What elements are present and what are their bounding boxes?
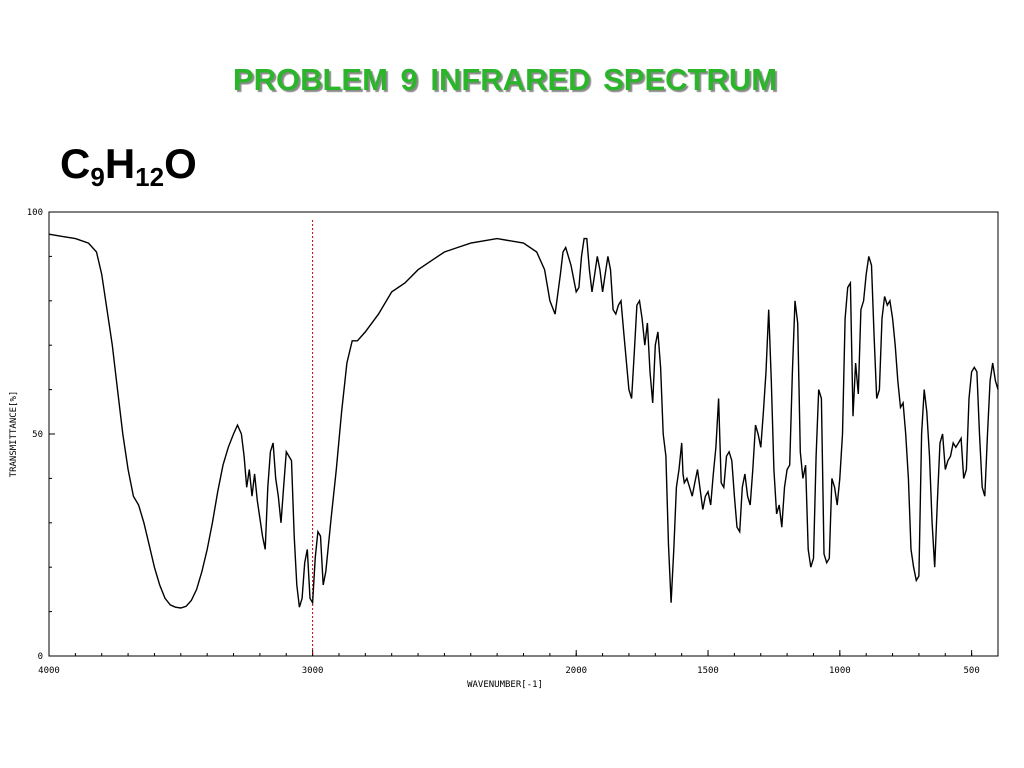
formula-oxygen: O	[164, 140, 197, 187]
formula-carbon-count: 9	[90, 162, 105, 192]
y-axis-ticks: 100 50 0	[27, 208, 55, 662]
y-tick-label: 100	[27, 208, 43, 218]
plot-frame	[48, 211, 999, 657]
x-tick-label: 4000	[38, 666, 60, 676]
x-tick-label: 1000	[829, 666, 851, 676]
x-axis-label: WAVENUMBER[-1]	[467, 680, 543, 690]
y-axis-label: TRANSMITTANCE[%]	[9, 391, 19, 478]
x-tick-label: 500	[964, 666, 980, 676]
formula-hydrogen-count: 12	[135, 162, 165, 192]
x-axis-ticks: 4000 3000 2000 1500 1000 500	[38, 650, 980, 676]
formula-carbon: C	[60, 140, 91, 187]
spectrum-series-line	[48, 233, 999, 609]
x-tick-label: 3000	[302, 666, 324, 676]
x-tick-label: 2000	[565, 666, 587, 676]
y-tick-label: 0	[38, 652, 43, 662]
molecular-formula: C9H12O	[60, 140, 197, 193]
slide-title: PROBLEM 9 INFRARED SPECTRUM	[232, 62, 778, 97]
y-tick-label: 50	[32, 430, 43, 440]
x-tick-label: 1500	[697, 666, 719, 676]
formula-hydrogen: H	[104, 140, 136, 187]
